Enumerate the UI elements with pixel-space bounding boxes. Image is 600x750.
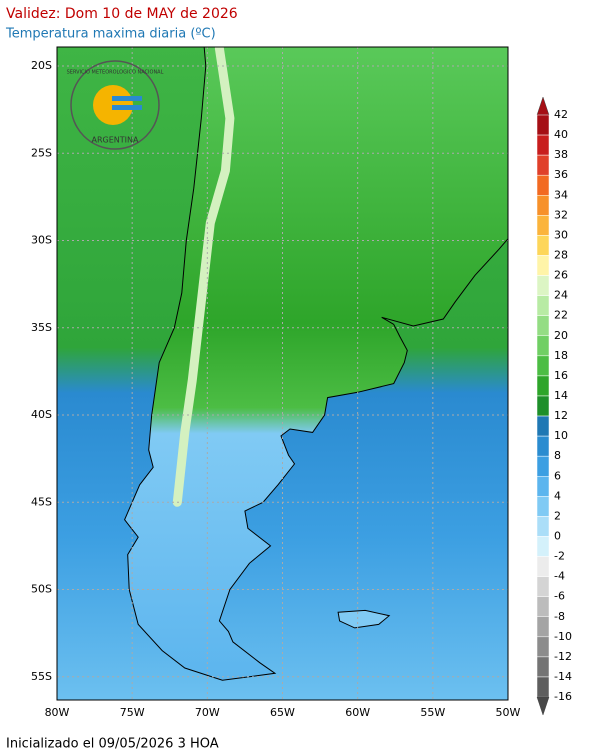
logo-wave — [112, 105, 142, 110]
colorbar-swatch — [536, 576, 550, 597]
lat-label: 25S — [31, 146, 52, 159]
colorbar-label: 32 — [554, 208, 568, 221]
colorbar-label: 20 — [554, 329, 568, 342]
colorbar-label: 14 — [554, 389, 568, 402]
lon-label: 80W — [45, 706, 70, 719]
colorbar-swatch — [536, 315, 550, 337]
colorbar-swatch — [536, 435, 550, 457]
colorbar-label: -8 — [554, 610, 565, 623]
colorbar-swatch — [536, 295, 550, 316]
axis-labels: 20S 25S 30S 35S 40S 45S 50S 55S 80W 75W 70W 65W 60W 5… — [31, 59, 521, 719]
colorbar-swatch — [536, 636, 550, 658]
lon-label: 65W — [270, 706, 295, 719]
logo-ring — [70, 60, 160, 150]
lat-label: 30S — [31, 234, 52, 247]
colorbar-swatch — [536, 556, 550, 577]
colorbar-swatch — [536, 496, 550, 517]
colorbar-swatch — [536, 656, 550, 678]
colorbar-swatch — [536, 596, 550, 617]
lat-label: 45S — [31, 495, 52, 508]
colorbar-label: 36 — [554, 168, 568, 181]
colorbar-label: 0 — [554, 529, 561, 542]
colorbar-swatch — [536, 616, 550, 638]
colorbar-swatch — [536, 195, 550, 216]
colorbar-swatch — [536, 174, 550, 196]
lat-label: 55S — [31, 670, 52, 683]
map-frame — [56, 46, 509, 701]
colorbar-label: 22 — [554, 309, 568, 322]
colorbar-swatch — [536, 536, 550, 557]
colorbar-swatch — [536, 275, 550, 296]
colorbar-label: -12 — [554, 650, 572, 663]
colorbar-label: -16 — [554, 690, 572, 703]
colorbar-label: 30 — [554, 228, 568, 241]
colorbar-swatch — [536, 215, 550, 236]
colorbar-label: -10 — [554, 630, 572, 643]
colorbar-label: 34 — [554, 188, 568, 201]
islands — [337, 609, 391, 629]
lon-label: 70W — [195, 706, 220, 719]
colorbar-swatch — [536, 134, 550, 156]
colorbar-label: 18 — [554, 349, 568, 362]
colorbar-label: 16 — [554, 369, 568, 382]
lon-label: 55W — [420, 706, 445, 719]
map — [57, 47, 508, 700]
colorbar-swatch — [536, 375, 550, 397]
colorbar-label: 40 — [554, 128, 568, 141]
colorbar-label: -6 — [554, 590, 565, 603]
colorbar-label: -14 — [554, 670, 572, 683]
colorbar-label: -2 — [554, 550, 565, 563]
colorbar-arrow — [536, 696, 550, 716]
colorbar-label: 26 — [554, 269, 568, 282]
colorbar-label: 28 — [554, 248, 568, 261]
colorbar-arrow — [536, 96, 550, 116]
colorbar-swatch — [536, 114, 550, 136]
logo-text: SERVICIO METEOROLOGICO NACIONAL — [67, 70, 164, 76]
logo: SERVICIO METEOROLOGICO NACIONAL ARGENTIN… — [67, 60, 164, 150]
colorbar-swatch — [536, 455, 550, 477]
grid — [57, 47, 508, 700]
logo-wave — [112, 96, 142, 101]
colorbar-label: 6 — [554, 469, 561, 482]
logo-text: ARGENTINA — [92, 136, 140, 145]
colorbar-label: 4 — [554, 489, 561, 502]
land — [124, 47, 508, 681]
lat-label: 35S — [31, 321, 52, 334]
colorbar-swatch — [536, 255, 550, 276]
subtitle: Temperatura maxima diaria (ºC) — [5, 27, 216, 42]
colorbar-label: 12 — [554, 409, 568, 422]
colorbar-label: 24 — [554, 289, 568, 302]
lat-label: 20S — [31, 59, 52, 72]
colorbar-swatch — [536, 235, 550, 256]
colorbar-label: 42 — [554, 108, 568, 121]
colorbar-swatch — [536, 355, 550, 377]
title: Validez: Dom 10 de MAY de 2026 — [6, 6, 238, 22]
colorbar-swatch — [536, 415, 550, 437]
lon-label: 75W — [120, 706, 145, 719]
lon-label: 50W — [496, 706, 521, 719]
colorbar-swatch — [536, 154, 550, 176]
colorbar-label: 2 — [554, 509, 561, 522]
colorbar-swatch — [536, 476, 550, 497]
lat-label: 50S — [31, 583, 52, 596]
colorbar-swatch — [536, 395, 550, 417]
footer: Inicializado el 09/05/2026 3 HOA — [6, 737, 219, 750]
colorbar-label: 8 — [554, 449, 561, 462]
colorbar-swatch — [536, 676, 550, 698]
colorbar-label: 10 — [554, 429, 568, 442]
colorbar-label: 38 — [554, 148, 568, 161]
lon-label: 60W — [345, 706, 370, 719]
colorbar-label: -4 — [554, 570, 565, 583]
colorbar: 424038363432302826242220181614121086420-… — [536, 96, 572, 716]
colorbar-swatch — [536, 335, 550, 357]
lat-label: 40S — [31, 408, 52, 421]
colorbar-swatch — [536, 516, 550, 537]
